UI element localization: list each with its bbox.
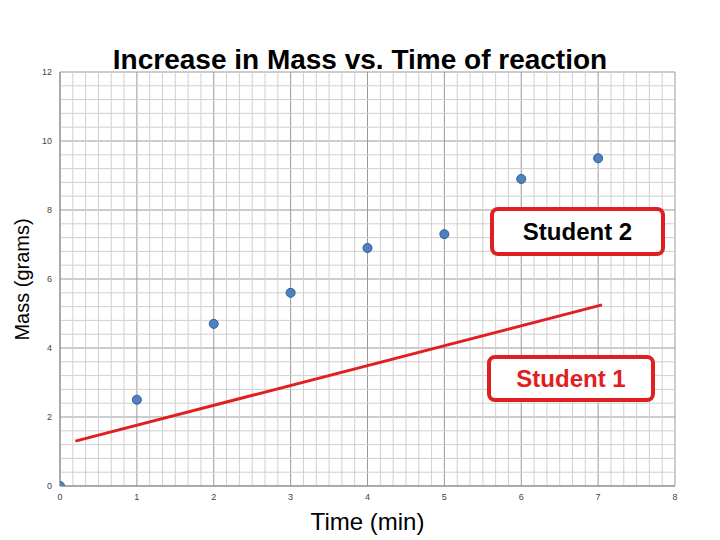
html-text:Mass (grams): Mass (grams) [10,217,33,341]
svg-text:0: 0 [47,481,52,491]
html-text:Increase in Mass vs. Time of r: Increase in Mass vs. Time of reaction [112,44,608,75]
svg-text:8: 8 [47,205,52,215]
svg-text:4: 4 [365,492,370,502]
svg-text:6: 6 [519,492,524,502]
html-text:Time (min): Time (min) [310,508,425,535]
svg-text:8: 8 [672,492,677,502]
svg-text:5: 5 [442,492,447,502]
svg-text:1: 1 [134,492,139,502]
svg-text:4: 4 [47,343,52,353]
svg-text:10: 10 [42,136,52,146]
svg-text:6: 6 [47,274,52,284]
svg-text:3: 3 [288,492,293,502]
svg-text:12: 12 [42,67,52,77]
html-text:Student 1: Student 1 [516,364,626,392]
svg-text:0: 0 [57,492,62,502]
svg-text:2: 2 [211,492,216,502]
html-text:Student 2: Student 2 [522,217,633,245]
svg-text:2: 2 [47,412,52,422]
svg-text:7: 7 [596,492,601,502]
